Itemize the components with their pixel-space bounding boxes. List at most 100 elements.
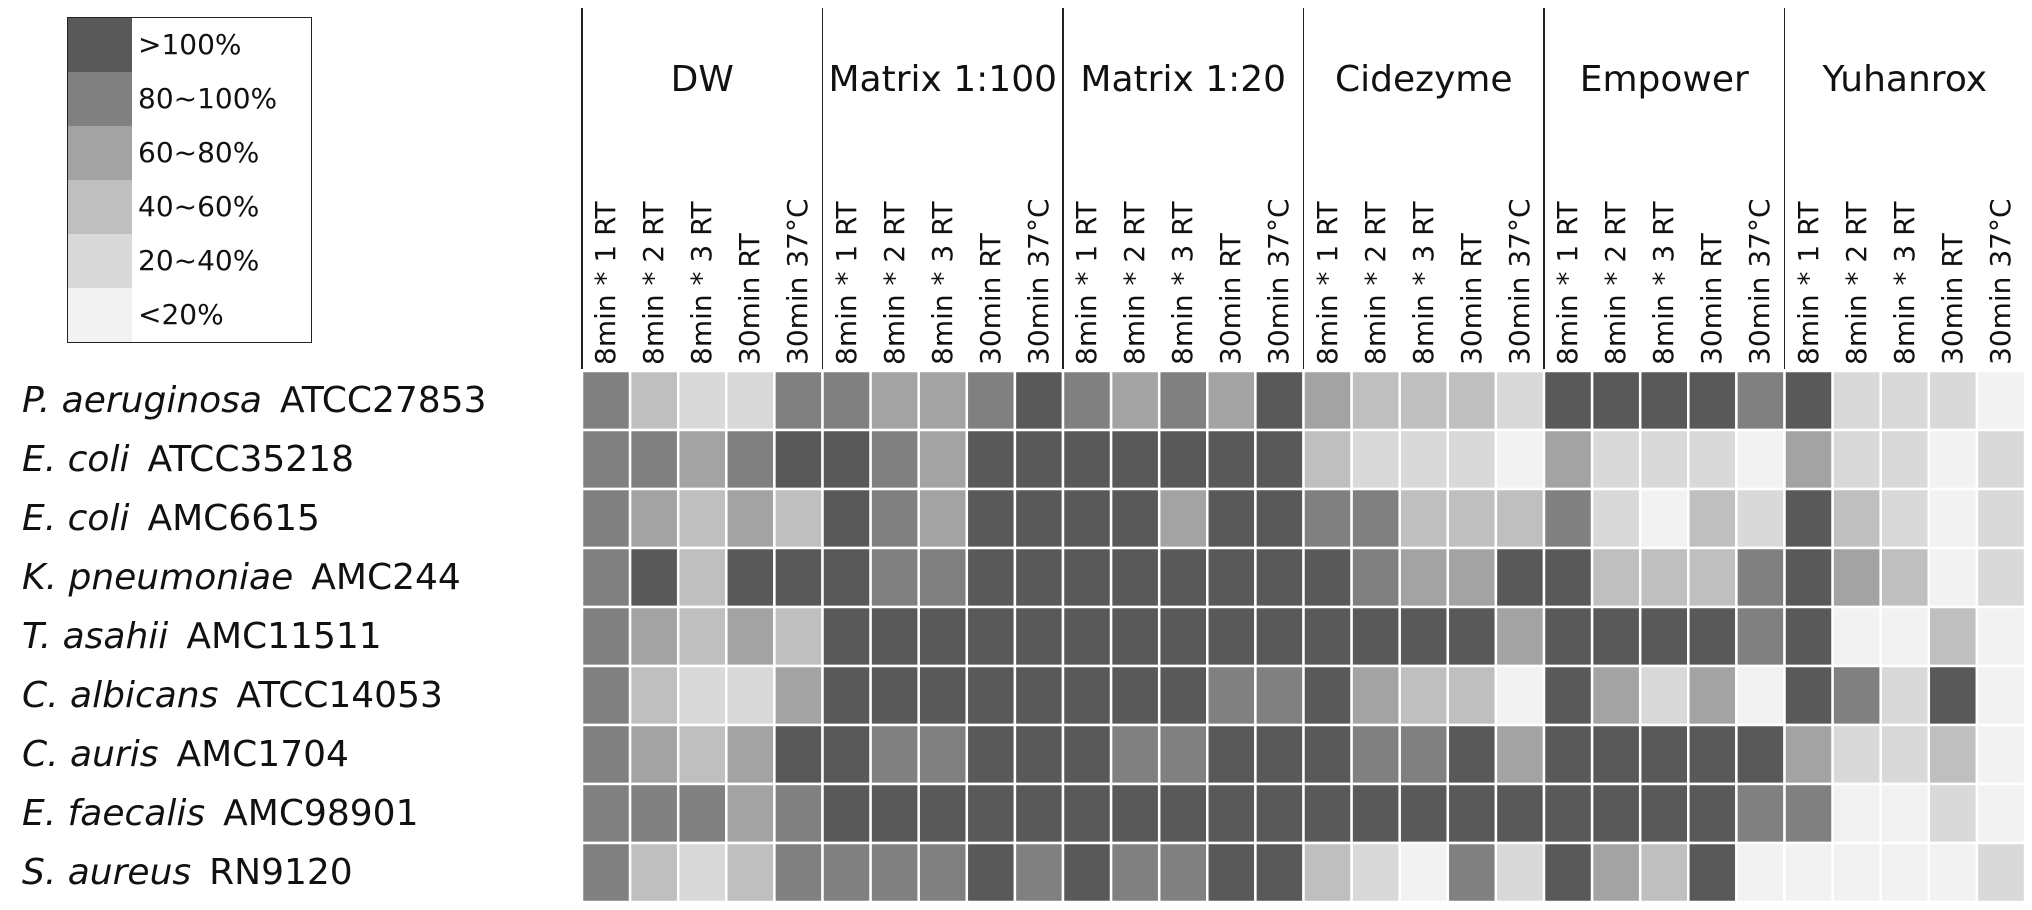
- heatmap-cell: [1687, 841, 1738, 904]
- heatmap-cell: [1109, 369, 1161, 432]
- heatmap-cell: [1350, 723, 1401, 786]
- heatmap-cell: [1687, 723, 1738, 786]
- heatmap-cell: [1494, 428, 1546, 491]
- legend-label: 40~60%: [138, 190, 260, 223]
- heatmap-cell: [1590, 723, 1642, 786]
- heatmap-cell: [676, 723, 728, 786]
- heatmap-cell: [676, 782, 728, 845]
- heatmap-cell: [1927, 841, 1979, 904]
- heatmap-cell: [1350, 782, 1401, 845]
- heatmap-cell: [580, 546, 632, 609]
- heatmap-cell: [1398, 841, 1450, 904]
- heatmap-cell: [965, 369, 1017, 432]
- heatmap-cell: [1783, 841, 1834, 904]
- heatmap-cell: [1638, 369, 1690, 432]
- legend-swatch: [68, 126, 132, 180]
- heatmap-cell: [1590, 369, 1642, 432]
- heatmap-cell: [1831, 546, 1882, 609]
- heatmap-cell: [965, 782, 1017, 845]
- heatmap-cell: [725, 428, 776, 491]
- heatmap-cell: [1157, 369, 1209, 432]
- heatmap-cell: [628, 723, 680, 786]
- heatmap-cell: [1879, 723, 1931, 786]
- heatmap-cell: [1398, 428, 1450, 491]
- heatmap-cell: [1061, 487, 1113, 550]
- heatmap-cell: [1013, 782, 1065, 845]
- heatmap-cell: [1975, 782, 2027, 845]
- group-label: Matrix 1:20: [1080, 59, 1287, 100]
- heatmap-cell: [1735, 841, 1786, 904]
- heatmap-cell: [1590, 664, 1642, 727]
- heatmap-cell: [1446, 841, 1498, 904]
- heatmap-cell: [1831, 723, 1882, 786]
- heatmap-cell: [676, 487, 728, 550]
- heatmap-cell: [676, 841, 728, 904]
- heatmap-cell: [1783, 664, 1834, 727]
- heatmap-cell: [676, 369, 728, 432]
- heatmap-cell: [1638, 841, 1690, 904]
- legend-entry: 20~40%: [68, 234, 311, 288]
- legend-label: 80~100%: [138, 82, 278, 115]
- heatmap-cell: [917, 546, 969, 609]
- heatmap-cell: [1061, 369, 1113, 432]
- heatmap-cell: [1350, 369, 1401, 432]
- strain-name: AMC244: [311, 557, 461, 598]
- group-divider: [1543, 8, 1545, 369]
- heatmap-cell: [1302, 546, 1353, 609]
- heatmap-cell: [1398, 782, 1450, 845]
- heatmap-cell: [1494, 369, 1546, 432]
- heatmap-cell: [1735, 664, 1786, 727]
- heatmap-cell: [1687, 369, 1738, 432]
- heatmap-cell: [773, 428, 824, 491]
- heatmap-cell: [821, 428, 872, 491]
- heatmap-cell: [917, 664, 969, 727]
- heatmap-cell: [1061, 428, 1113, 491]
- heatmap-cell: [1206, 841, 1257, 904]
- heatmap-cell: [1735, 782, 1786, 845]
- heatmap-cell: [1157, 841, 1209, 904]
- heatmap-cell: [1975, 369, 2027, 432]
- heatmap-cell: [1735, 369, 1786, 432]
- legend-label: >100%: [138, 28, 242, 61]
- heatmap-cell: [1254, 605, 1305, 668]
- heatmap-cell: [1927, 428, 1979, 491]
- heatmap-cell: [725, 369, 776, 432]
- heatmap-cell: [676, 605, 728, 668]
- heatmap-cell: [1542, 369, 1594, 432]
- heatmap-cell: [1350, 546, 1401, 609]
- heatmap-cell: [1879, 546, 1931, 609]
- heatmap-cell: [1302, 723, 1353, 786]
- row-label: P. aeruginosa ATCC27853: [22, 371, 487, 430]
- heatmap-cell: [1975, 841, 2027, 904]
- heatmap-cell: [1687, 487, 1738, 550]
- group-label: Matrix 1:100: [828, 59, 1058, 100]
- heatmap-cell: [917, 428, 969, 491]
- strain-name: ATCC14053: [236, 675, 443, 716]
- heatmap-cell: [917, 369, 969, 432]
- heatmap-cell: [1302, 664, 1353, 727]
- heatmap-cell: [1013, 841, 1065, 904]
- strain-name: AMC6615: [147, 498, 320, 539]
- heatmap-cell: [1061, 841, 1113, 904]
- heatmap-cell: [1927, 369, 1979, 432]
- heatmap-cell: [1879, 428, 1931, 491]
- group-divider: [1783, 8, 1785, 369]
- heatmap-cell: [676, 546, 728, 609]
- heatmap-cell: [628, 841, 680, 904]
- heatmap-cell: [1783, 487, 1834, 550]
- heatmap-cell: [1638, 664, 1690, 727]
- row-label: K. pneumoniae AMC244: [22, 548, 461, 607]
- strain-name: RN9120: [209, 852, 353, 893]
- heatmap-cell: [580, 369, 632, 432]
- heatmap-cell: [1975, 664, 2027, 727]
- heatmap-cell: [628, 369, 680, 432]
- heatmap-cell: [1975, 723, 2027, 786]
- heatmap-cell: [1109, 664, 1161, 727]
- legend-swatch: [68, 18, 132, 72]
- heatmap-cell: [725, 723, 776, 786]
- heatmap-cell: [580, 664, 632, 727]
- heatmap-cell: [773, 605, 824, 668]
- heatmap-cell: [1927, 782, 1979, 845]
- legend-label: 60~80%: [138, 136, 260, 169]
- heatmap-cell: [1783, 723, 1834, 786]
